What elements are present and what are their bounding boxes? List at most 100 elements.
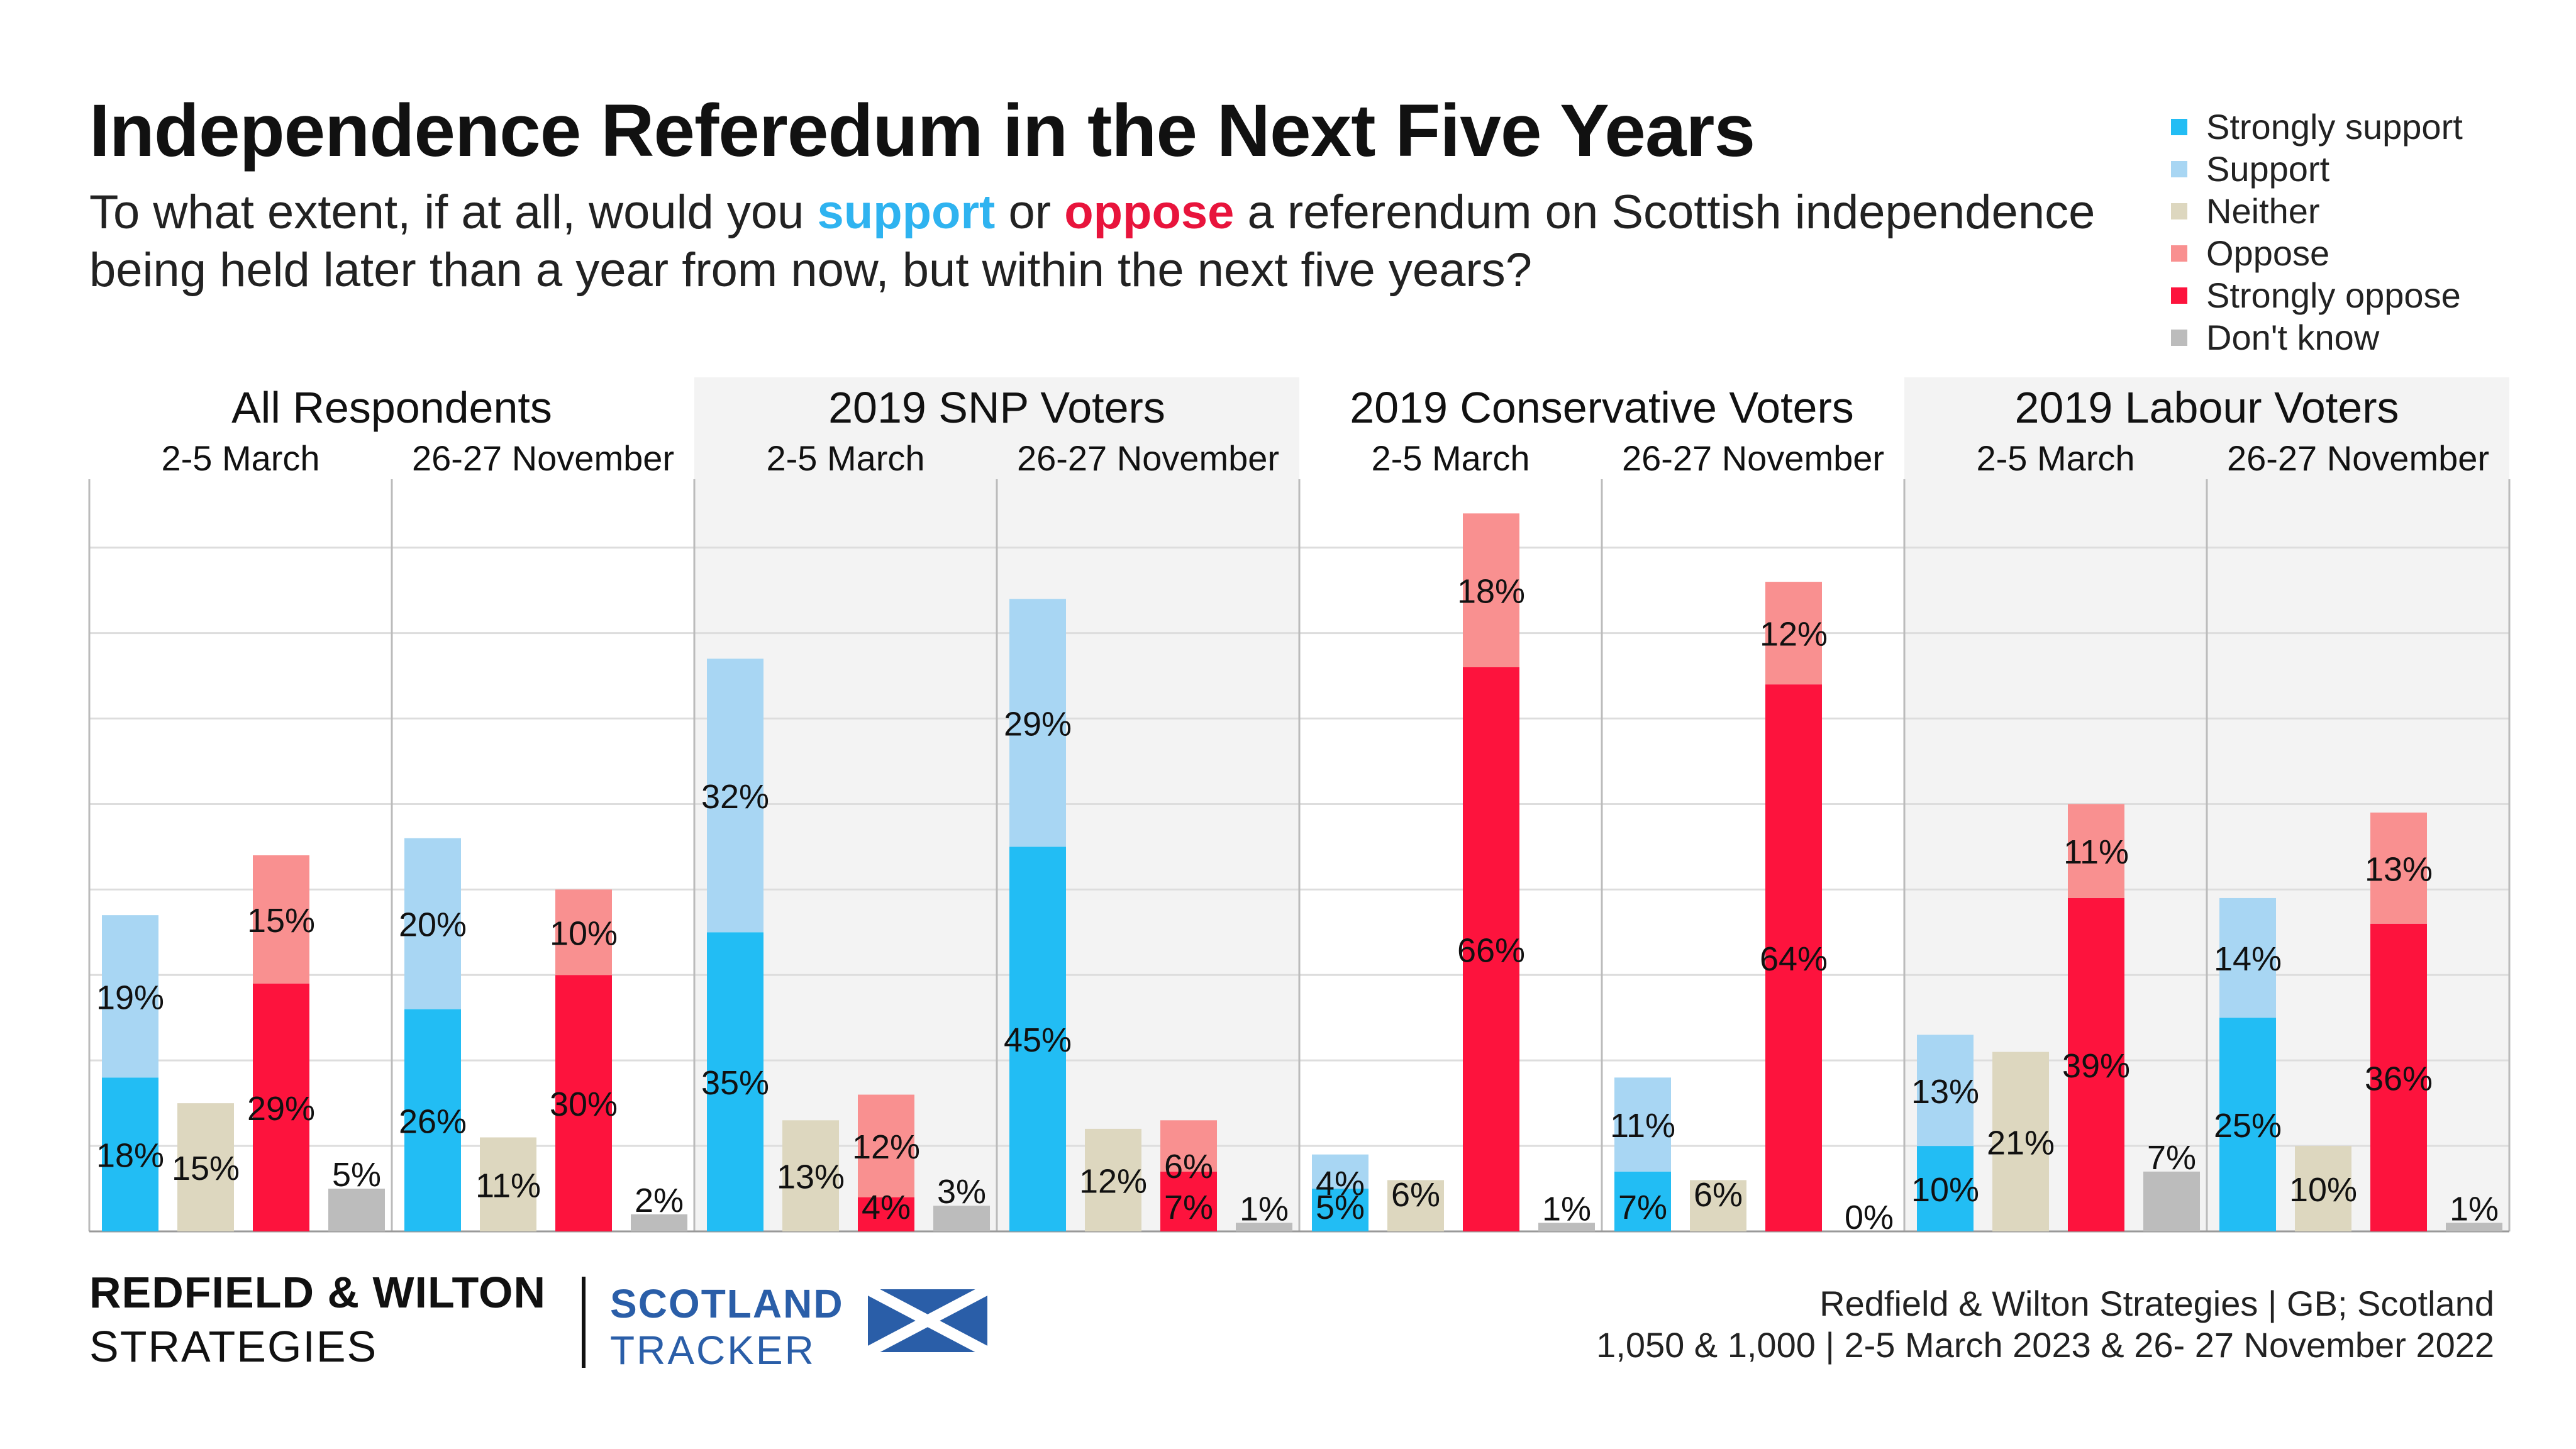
legend-label: Oppose	[2206, 233, 2330, 273]
data-label: 29%	[247, 1090, 315, 1128]
bar-strongly-oppose	[253, 983, 309, 1231]
bar-support	[404, 838, 461, 1009]
bar-strongly-oppose	[2068, 897, 2124, 1231]
tracker-line-2: TRACKER	[610, 1328, 816, 1373]
bar-strongly-oppose	[555, 975, 612, 1231]
bar-dont-know	[1236, 1223, 1292, 1231]
period-label: 26-27 November	[1622, 438, 1884, 478]
data-label: 10%	[550, 914, 618, 952]
data-label: 1%	[1240, 1190, 1289, 1228]
data-label: 4%	[862, 1189, 911, 1226]
period-label: 2-5 March	[161, 438, 319, 478]
bar-support	[102, 915, 158, 1078]
data-label: 45%	[1004, 1021, 1072, 1059]
group-label: All Respondents	[231, 383, 552, 432]
bar-dont-know	[631, 1214, 687, 1231]
legend-swatch	[2171, 118, 2187, 135]
saltire-flag-icon	[868, 1289, 987, 1352]
legend-item-support: Support	[2171, 148, 2463, 190]
data-label: 6%	[1391, 1176, 1440, 1214]
data-label: 14%	[2214, 940, 2282, 978]
bar-oppose	[2370, 813, 2427, 924]
data-label: 4%	[1316, 1165, 1365, 1202]
data-label: 5%	[1316, 1189, 1365, 1226]
group-label: 2019 SNP Voters	[828, 383, 1165, 432]
tracker-line-1: SCOTLAND	[610, 1281, 844, 1326]
subtitle-text-3: a referendum on Scottish independence be…	[89, 186, 2096, 297]
chart-legend: Strongly support Support Neither Oppose …	[2171, 106, 2463, 358]
period-label: 2-5 March	[766, 438, 924, 478]
bar-neither	[2295, 1146, 2351, 1231]
bar-strongly-support	[1009, 847, 1066, 1231]
bar-oppose	[1160, 1120, 1217, 1172]
data-label: 10%	[1911, 1171, 1979, 1209]
bar-strongly-oppose	[1160, 1171, 1217, 1231]
bar-support	[1009, 599, 1066, 847]
data-label: 21%	[1987, 1124, 2055, 1162]
bar-strongly-support	[1614, 1171, 1671, 1231]
source-note: Redfield & Wilton Strategies | GB; Scotl…	[1596, 1283, 2494, 1366]
period-label: 26-27 November	[412, 438, 674, 478]
subtitle-support-word: support	[817, 186, 996, 239]
bar-strongly-support	[404, 1009, 461, 1231]
subtitle-oppose-word: oppose	[1064, 186, 1235, 239]
data-label: 35%	[701, 1064, 769, 1102]
bar-support	[1312, 1154, 1368, 1189]
data-label: 7%	[1164, 1189, 1213, 1226]
bar-dont-know	[2143, 1171, 2200, 1231]
group-label: 2019 Labour Voters	[2014, 383, 2399, 432]
logo-line-2: STRATEGIES	[89, 1322, 378, 1371]
bar-strongly-support	[707, 932, 763, 1231]
bar-neither	[480, 1137, 536, 1231]
source-line-2: 1,050 & 1,000 | 2-5 March 2023 & 26- 27 …	[1596, 1325, 2494, 1365]
bar-oppose	[555, 889, 612, 975]
legend-item-oppose: Oppose	[2171, 232, 2463, 274]
data-label: 12%	[1760, 616, 1828, 653]
data-label: 6%	[1694, 1176, 1743, 1214]
bar-support	[1917, 1035, 1974, 1146]
period-label: 26-27 November	[2227, 438, 2489, 478]
legend-swatch	[2171, 287, 2187, 304]
bar-oppose	[253, 855, 309, 984]
bar-support	[707, 658, 763, 933]
bar-dont-know	[2446, 1223, 2502, 1231]
bar-strongly-support	[1312, 1189, 1368, 1231]
data-label: 15%	[172, 1150, 240, 1187]
data-label: 7%	[2147, 1139, 2196, 1177]
period-label: 26-27 November	[1017, 438, 1279, 478]
legend-label: Strongly oppose	[2206, 275, 2461, 315]
legend-item-neither: Neither	[2171, 190, 2463, 232]
logo-divider	[582, 1277, 586, 1368]
data-label: 7%	[1618, 1189, 1667, 1226]
data-label: 13%	[777, 1158, 845, 1196]
bar-strongly-oppose	[1765, 684, 1822, 1231]
data-label: 10%	[2289, 1171, 2357, 1209]
data-label: 66%	[1457, 932, 1525, 970]
bar-neither	[177, 1103, 234, 1231]
legend-label: Neither	[2206, 191, 2320, 231]
data-label: 39%	[2062, 1047, 2130, 1085]
subtitle-text-1: To what extent, if at all, would you	[89, 186, 818, 239]
bar-support	[2219, 897, 2276, 1018]
period-label: 2-5 March	[1976, 438, 2135, 478]
data-label: 36%	[2365, 1060, 2433, 1097]
data-label: 18%	[1457, 573, 1525, 611]
redfield-wilton-logo: REDFIELD & WILTON STRATEGIES	[89, 1267, 546, 1372]
data-label: 6%	[1164, 1148, 1213, 1185]
data-label: 11%	[1610, 1107, 1675, 1145]
bar-oppose	[2068, 804, 2124, 898]
legend-swatch	[2171, 329, 2187, 346]
bar-oppose	[1765, 582, 1822, 685]
subtitle-text-2: or	[995, 186, 1065, 239]
bar-oppose	[858, 1094, 914, 1197]
data-label: 5%	[332, 1156, 381, 1194]
data-label: 18%	[96, 1137, 164, 1175]
data-label: 64%	[1760, 940, 1828, 978]
group-label: 2019 Conservative Voters	[1350, 383, 1854, 432]
data-label: 32%	[701, 778, 769, 816]
legend-item-strongly-oppose: Strongly oppose	[2171, 274, 2463, 316]
data-label: 1%	[2450, 1190, 2499, 1228]
data-label: 20%	[399, 906, 467, 944]
data-label: 26%	[399, 1102, 467, 1140]
